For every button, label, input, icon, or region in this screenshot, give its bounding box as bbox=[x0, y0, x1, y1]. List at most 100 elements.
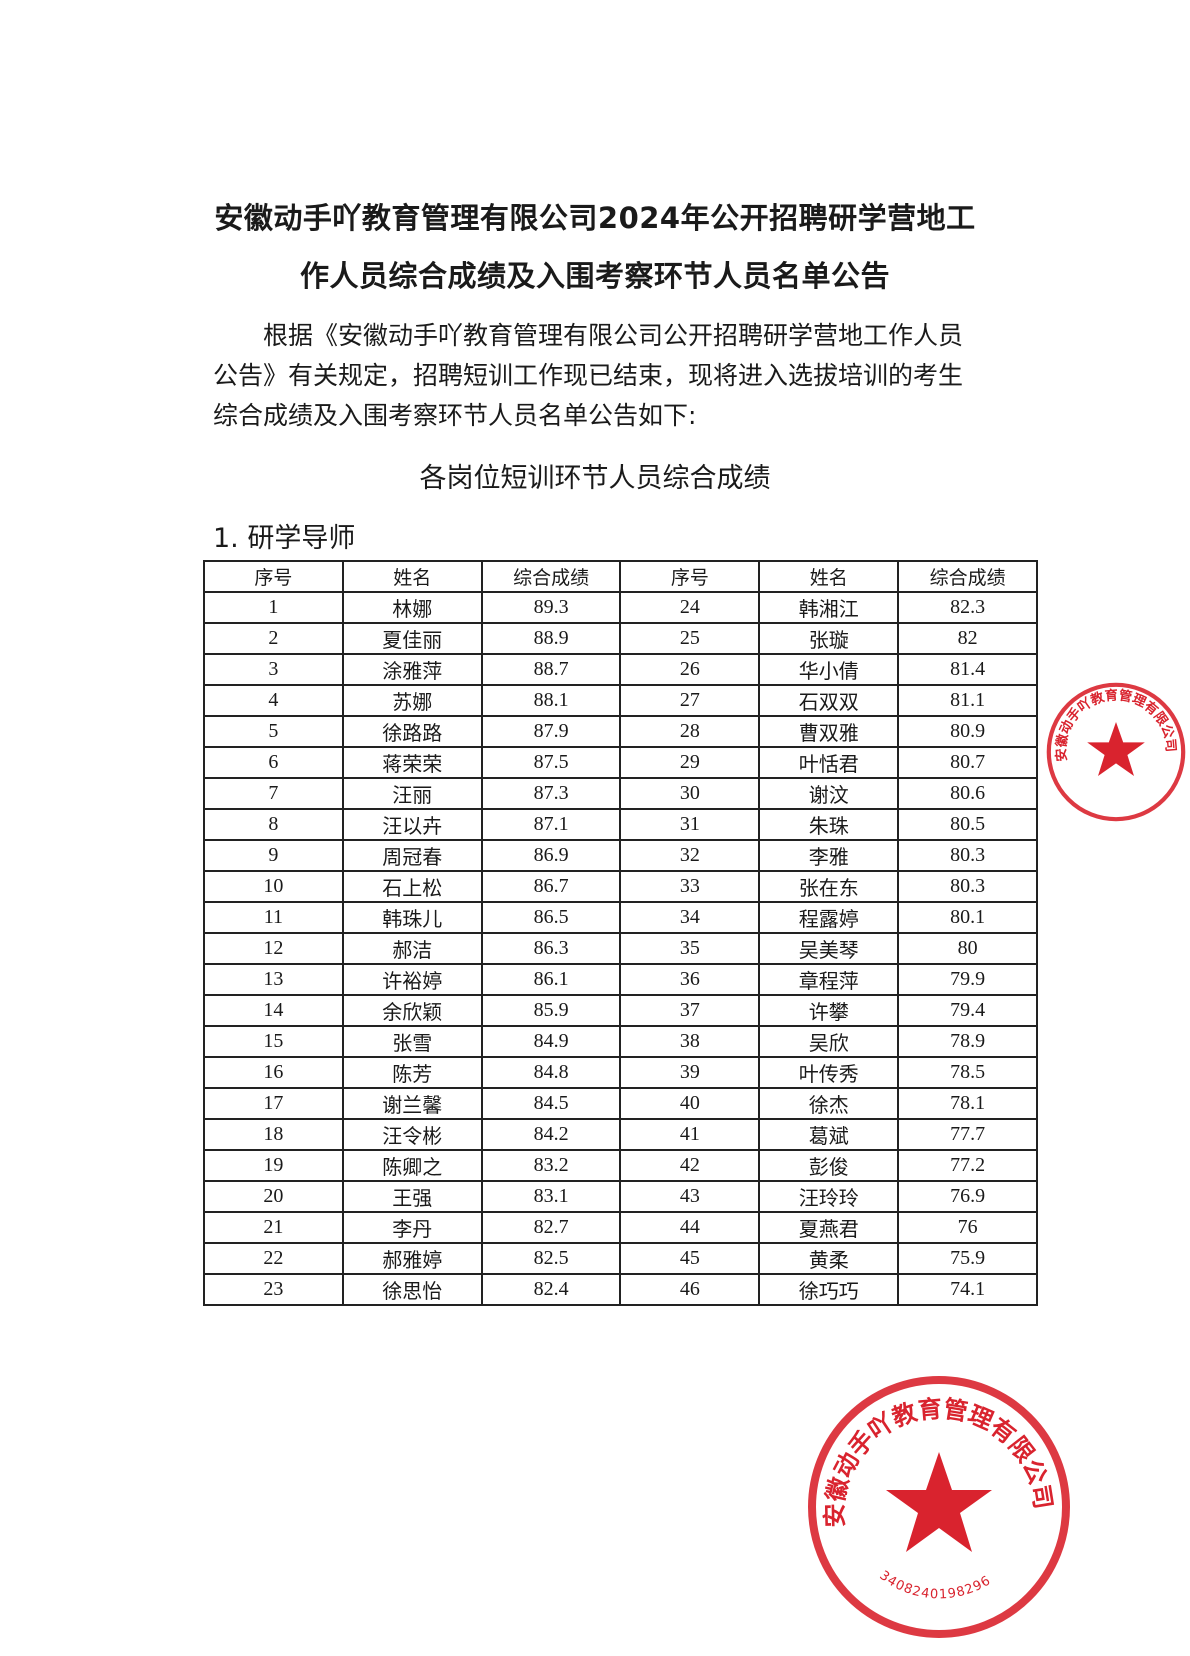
composite-score: 80.3 bbox=[897, 870, 1038, 903]
table-row: 22 郝雅婷 82.5 45 黄柔 75.9 bbox=[203, 1242, 1038, 1275]
composite-score: 77.7 bbox=[897, 1118, 1038, 1151]
row-number: 42 bbox=[619, 1149, 761, 1182]
composite-score: 77.2 bbox=[897, 1149, 1038, 1182]
intro-line: 综合成绩及入围考察环节人员名单公告如下: bbox=[213, 401, 697, 430]
table-header-row: 序号 姓名 综合成绩 序号 姓名 综合成绩 bbox=[203, 560, 1038, 593]
table-row: 11 韩珠儿 86.5 34 程露婷 80.1 bbox=[203, 901, 1038, 934]
row-number: 4 bbox=[203, 684, 344, 717]
composite-score: 87.9 bbox=[480, 715, 622, 748]
table-row: 23 徐思怡 82.4 46 徐巧巧 74.1 bbox=[203, 1273, 1038, 1306]
composite-score: 74.1 bbox=[897, 1273, 1038, 1306]
candidate-name: 王强 bbox=[341, 1180, 483, 1213]
composite-score: 86.1 bbox=[480, 963, 622, 996]
candidate-name: 汪玲玲 bbox=[758, 1180, 900, 1213]
candidate-name: 周冠春 bbox=[341, 839, 483, 872]
table-row: 19 陈卿之 83.2 42 彭俊 77.2 bbox=[203, 1149, 1038, 1182]
row-number: 21 bbox=[203, 1211, 344, 1244]
row-number: 36 bbox=[619, 963, 761, 996]
row-number: 11 bbox=[203, 901, 344, 934]
composite-score: 84.9 bbox=[480, 1025, 622, 1058]
seal-text: 安徽动手吖教育管理有限公司 bbox=[1052, 686, 1178, 762]
candidate-name: 韩珠儿 bbox=[341, 901, 483, 934]
composite-score: 79.9 bbox=[897, 963, 1038, 996]
row-number: 31 bbox=[619, 808, 761, 841]
table-row: 10 石上松 86.7 33 张在东 80.3 bbox=[203, 870, 1038, 903]
composite-score: 87.3 bbox=[480, 777, 622, 810]
row-number: 24 bbox=[619, 591, 761, 624]
row-number: 28 bbox=[619, 715, 761, 748]
row-number: 43 bbox=[619, 1180, 761, 1213]
composite-score: 80.1 bbox=[897, 901, 1038, 934]
composite-score: 82.5 bbox=[480, 1242, 622, 1275]
svg-text:安徽动手吖教育管理有限公司: 安徽动手吖教育管理有限公司 bbox=[821, 1395, 1058, 1528]
table-row: 18 汪令彬 84.2 41 葛斌 77.7 bbox=[203, 1118, 1038, 1151]
candidate-name: 叶传秀 bbox=[758, 1056, 900, 1089]
table-row: 15 张雪 84.9 38 吴欣 78.9 bbox=[203, 1025, 1038, 1058]
composite-score: 82.3 bbox=[897, 591, 1038, 624]
composite-score: 89.3 bbox=[480, 591, 622, 624]
candidate-name: 蒋荣荣 bbox=[341, 746, 483, 779]
composite-score: 82 bbox=[897, 622, 1038, 655]
candidate-name: 曹双雅 bbox=[758, 715, 900, 748]
table-row: 20 王强 83.1 43 汪玲玲 76.9 bbox=[203, 1180, 1038, 1213]
composite-score: 78.9 bbox=[897, 1025, 1038, 1058]
table-row: 2 夏佳丽 88.9 25 张璇 82 bbox=[203, 622, 1038, 655]
candidate-name: 华小倩 bbox=[758, 653, 900, 686]
candidate-name: 徐路路 bbox=[341, 715, 483, 748]
row-number: 3 bbox=[203, 653, 344, 686]
candidate-name: 林娜 bbox=[341, 591, 483, 624]
candidate-name: 吴美琴 bbox=[758, 932, 900, 965]
composite-score: 78.5 bbox=[897, 1056, 1038, 1089]
row-number: 39 bbox=[619, 1056, 761, 1089]
seal-text: 安徽动手吖教育管理有限公司 bbox=[821, 1395, 1058, 1528]
row-number: 19 bbox=[203, 1149, 344, 1182]
document-title-line1: 安徽动手吖教育管理有限公司2024年公开招聘研学营地工 bbox=[214, 201, 976, 235]
row-number: 27 bbox=[619, 684, 761, 717]
header-cell: 姓名 bbox=[341, 560, 483, 593]
composite-score: 83.2 bbox=[480, 1149, 622, 1182]
table-row: 5 徐路路 87.9 28 曹双雅 80.9 bbox=[203, 715, 1038, 748]
row-number: 14 bbox=[203, 994, 344, 1027]
candidate-name: 许攀 bbox=[758, 994, 900, 1027]
candidate-name: 郝洁 bbox=[341, 932, 483, 965]
candidate-name: 许裕婷 bbox=[341, 963, 483, 996]
composite-score: 88.1 bbox=[480, 684, 622, 717]
candidate-name: 夏燕君 bbox=[758, 1211, 900, 1244]
candidate-name: 李雅 bbox=[758, 839, 900, 872]
header-cell: 序号 bbox=[203, 560, 344, 593]
composite-score: 85.9 bbox=[480, 994, 622, 1027]
composite-score: 82.7 bbox=[480, 1211, 622, 1244]
composite-score: 86.3 bbox=[480, 932, 622, 965]
candidate-name: 叶恬君 bbox=[758, 746, 900, 779]
document-title-line2: 作人员综合成绩及入围考察环节人员名单公告 bbox=[299, 259, 890, 293]
section-title: 1. 研学导师 bbox=[213, 523, 356, 554]
candidate-name: 程露婷 bbox=[758, 901, 900, 934]
table-row: 12 郝洁 86.3 35 吴美琴 80 bbox=[203, 932, 1038, 965]
table-row: 3 涂雅萍 88.7 26 华小倩 81.4 bbox=[203, 653, 1038, 686]
row-number: 40 bbox=[619, 1087, 761, 1120]
row-number: 15 bbox=[203, 1025, 344, 1058]
composite-score: 76 bbox=[897, 1211, 1038, 1244]
composite-score: 80.5 bbox=[897, 808, 1038, 841]
row-number: 8 bbox=[203, 808, 344, 841]
candidate-name: 余欣颖 bbox=[341, 994, 483, 1027]
row-number: 37 bbox=[619, 994, 761, 1027]
score-table: 序号 姓名 综合成绩 序号 姓名 综合成绩 1 林娜 89.3 24 韩湘江 82.3 2 夏… bbox=[203, 560, 1038, 1306]
candidate-name: 张雪 bbox=[341, 1025, 483, 1058]
row-number: 13 bbox=[203, 963, 344, 996]
candidate-name: 韩湘江 bbox=[758, 591, 900, 624]
candidate-name: 郝雅婷 bbox=[341, 1242, 483, 1275]
row-number: 34 bbox=[619, 901, 761, 934]
composite-score: 84.5 bbox=[480, 1087, 622, 1120]
candidate-name: 彭俊 bbox=[758, 1149, 900, 1182]
intro-line: 公告》有关规定，招聘短训工作现已结束，现将进入选拔培训的考生 bbox=[213, 361, 964, 390]
intro-line: 根据《安徽动手吖教育管理有限公司公开招聘研学营地工作人员 bbox=[263, 321, 964, 350]
candidate-name: 吴欣 bbox=[758, 1025, 900, 1058]
composite-score: 79.4 bbox=[897, 994, 1038, 1027]
table-row: 21 李丹 82.7 44 夏燕君 76 bbox=[203, 1211, 1038, 1244]
table-row: 7 汪丽 87.3 30 谢汶 80.6 bbox=[203, 777, 1038, 810]
svg-text:3408240198296: 3408240198296 bbox=[876, 1568, 993, 1602]
composite-score: 87.1 bbox=[480, 808, 622, 841]
candidate-name: 汪丽 bbox=[341, 777, 483, 810]
table-row: 4 苏娜 88.1 27 石双双 81.1 bbox=[203, 684, 1038, 717]
